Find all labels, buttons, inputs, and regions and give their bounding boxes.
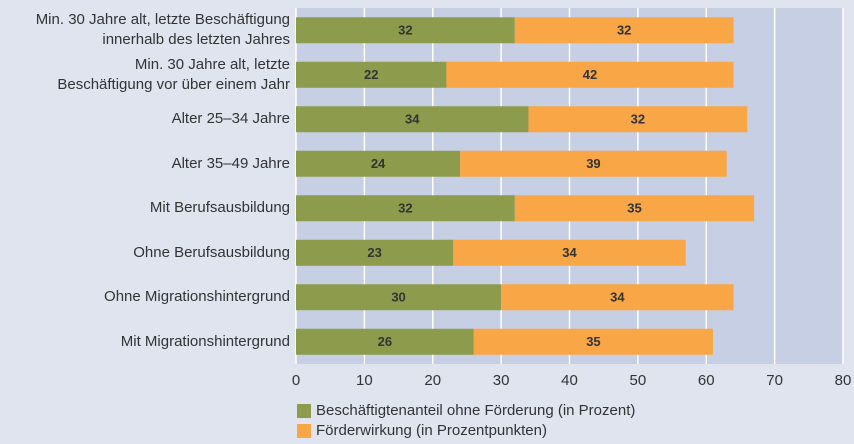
bar [453,239,686,266]
bar [501,284,734,311]
data-label: 32 [617,23,631,38]
bar [296,106,529,133]
data-label: 26 [378,334,392,349]
x-tick-label: 40 [561,372,578,389]
x-tick-label: 10 [356,372,373,389]
y-tick-label: Alter 35–49 Jahre [171,154,290,172]
y-tick-label: Ohne Berufsausbildung [133,243,290,261]
data-label: 39 [586,156,600,171]
bar [514,17,734,44]
x-tick-label: 0 [292,372,300,389]
bar [446,61,734,88]
x-tick-label: 70 [766,372,783,389]
data-label: 35 [586,334,600,349]
y-tick-label: Min. 30 Jahre alt, letzte Beschäftigung … [35,11,290,49]
legend-swatch [297,424,311,438]
x-tick-label: 20 [424,372,441,389]
data-label: 34 [405,112,420,127]
data-label: 24 [371,156,386,171]
bar [528,106,748,133]
bar [296,17,515,44]
x-tick-label: 30 [493,372,510,389]
y-tick-label: Min. 30 Jahre alt, letzte Beschäftigung … [57,55,290,93]
bar [296,61,447,88]
x-tick-label: 50 [630,372,647,389]
data-label: 32 [398,201,412,216]
y-tick-label: Mit Berufsausbildung [149,199,290,217]
bar [514,195,755,222]
data-label: 42 [583,67,597,82]
bar [296,284,502,311]
y-tick-label: Ohne Migrationshintergrund [104,288,290,306]
data-label: 32 [631,112,645,127]
x-tick-label: 80 [835,372,852,389]
legend-swatch [297,404,311,418]
data-label: 22 [364,67,378,82]
data-label: 30 [391,290,405,305]
bar [296,239,454,266]
legend-label: Beschäftigtenanteil ohne Förderung (in P… [316,402,635,419]
y-tick-label: Mit Migrationshintergrund [120,332,290,350]
data-label: 34 [610,290,625,305]
data-label: 35 [627,201,641,216]
bar [296,328,474,355]
bar [473,328,714,355]
data-label: 23 [367,245,381,260]
bar [460,150,727,177]
y-tick-label: Alter 25–34 Jahre [171,110,290,128]
legend-label: Förderwirkung (in Prozentpunkten) [316,422,547,439]
data-label: 32 [398,23,412,38]
data-label: 34 [562,245,577,260]
bar [296,150,461,177]
bar [296,195,515,222]
x-tick-label: 60 [698,372,715,389]
